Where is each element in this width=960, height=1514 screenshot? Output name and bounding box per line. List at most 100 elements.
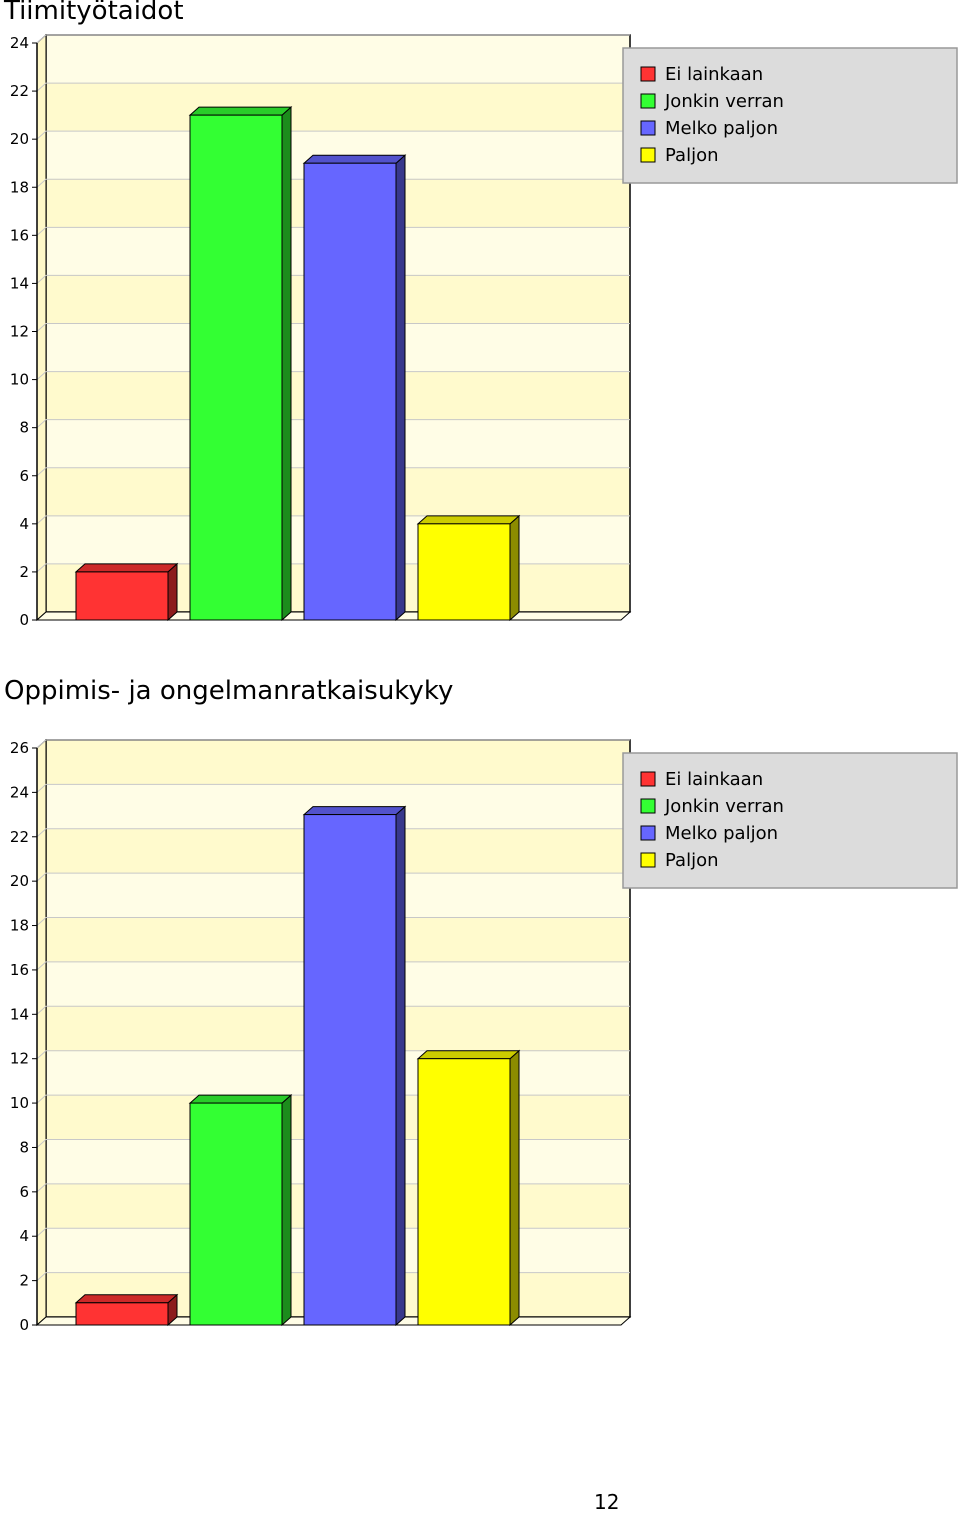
bar-top: [302, 154, 407, 164]
bar-ei-lainkaan: [74, 562, 179, 622]
y-tick-label: 16: [10, 226, 29, 244]
y-tick-label: 2: [19, 563, 29, 581]
legend-label: Jonkin verran: [664, 796, 784, 817]
legend-box: [622, 47, 958, 184]
legend-label: Melko paljon: [665, 823, 778, 844]
bar-top: [74, 563, 179, 573]
gridline: [36, 82, 630, 92]
y-tick-label: 10: [10, 1094, 29, 1112]
bar-front: [303, 814, 397, 1326]
gridline: [36, 419, 630, 429]
legend-box: [622, 752, 958, 889]
y-tick-label: 14: [10, 274, 29, 292]
y-tick-label: 12: [10, 1050, 29, 1068]
bar-front: [417, 1058, 511, 1326]
legend-swatch: [640, 120, 656, 136]
y-tick-label: 24: [10, 783, 29, 801]
gridline: [36, 371, 630, 380]
y-tick-label: 20: [10, 872, 29, 890]
bar-front: [189, 1102, 283, 1326]
gridline: [36, 739, 630, 749]
gridline: [36, 1005, 630, 1015]
bar-jonkin-verran: [188, 1093, 293, 1327]
legend-swatch: [640, 825, 656, 841]
gridline: [36, 323, 630, 332]
page-number: 12: [594, 1490, 620, 1514]
y-tick-label: 10: [10, 371, 29, 389]
y-tick-label: 22: [10, 82, 29, 100]
bar-paljon: [416, 514, 521, 622]
chart-title-tiimitaidot: Tiimityötaidot: [4, 0, 184, 26]
y-tick-label: 20: [10, 130, 29, 148]
plot-band: [46, 35, 630, 84]
chart-title-oppimis: Oppimis- ja ongelmanratkaisukyky: [4, 676, 454, 706]
bar-jonkin-verran: [188, 106, 293, 622]
y-tick-label: 4: [19, 515, 29, 533]
bar-melko-paljon: [302, 154, 407, 622]
y-tick-label: 0: [19, 1316, 29, 1334]
bar-side: [509, 514, 520, 622]
legend-label: Ei lainkaan: [665, 769, 763, 790]
legend-swatch: [640, 147, 656, 163]
y-tick-label: 6: [19, 1183, 29, 1201]
gridline: [36, 872, 630, 882]
legend-swatch: [640, 798, 656, 814]
y-tick-label: 18: [10, 178, 29, 196]
bar-front: [189, 114, 283, 621]
bar-front: [75, 571, 169, 621]
plot-band: [46, 83, 630, 132]
bar-ei-lainkaan: [74, 1293, 179, 1327]
legend-swatch: [640, 771, 656, 787]
bar-paljon: [416, 1049, 521, 1327]
plot-band: [46, 740, 630, 785]
gridline: [36, 467, 630, 477]
bar-side: [281, 1093, 292, 1327]
bar-top: [74, 1294, 179, 1304]
gridline: [36, 178, 630, 188]
gridline: [36, 961, 630, 971]
bar-side: [395, 805, 406, 1327]
legend-label: Jonkin verran: [664, 91, 784, 112]
bar-top: [188, 106, 293, 116]
legend-swatch: [640, 93, 656, 109]
legend-swatch: [640, 852, 656, 868]
bar-side: [395, 154, 406, 622]
gridline: [36, 34, 630, 44]
legend-label: Paljon: [665, 145, 719, 166]
bar-front: [417, 523, 511, 621]
y-tick-label: 16: [10, 961, 29, 979]
gridline: [36, 783, 630, 793]
y-tick-label: 8: [19, 1138, 29, 1156]
y-tick-label: 12: [10, 323, 29, 341]
bar-front: [75, 1302, 169, 1326]
y-tick-label: 18: [10, 917, 29, 935]
gridline: [36, 917, 630, 926]
gridline: [36, 226, 630, 236]
y-tick-label: 6: [19, 467, 29, 485]
legend-label: Ei lainkaan: [665, 64, 763, 85]
legend-label: Melko paljon: [665, 118, 778, 139]
legend-label: Paljon: [665, 850, 719, 871]
bar-side: [281, 106, 292, 622]
y-tick-label: 0: [19, 611, 29, 629]
gridline: [36, 828, 630, 838]
bar-top: [302, 806, 407, 816]
y-tick-label: 24: [10, 34, 29, 52]
y-tick-label: 14: [10, 1005, 29, 1023]
plot-side-wall: [36, 738, 47, 1327]
y-tick-label: 8: [19, 419, 29, 437]
bar-melko-paljon: [302, 805, 407, 1327]
gridline: [36, 274, 630, 284]
gridline: [36, 130, 630, 140]
legend-swatch: [640, 66, 656, 82]
bar-top: [416, 1050, 521, 1060]
bar-top: [416, 515, 521, 525]
y-tick-label: 4: [19, 1227, 29, 1245]
y-tick-label: 2: [19, 1272, 29, 1290]
bar-side: [509, 1049, 520, 1327]
bar-top: [188, 1094, 293, 1104]
bar-front: [303, 162, 397, 621]
y-tick-label: 22: [10, 828, 29, 846]
